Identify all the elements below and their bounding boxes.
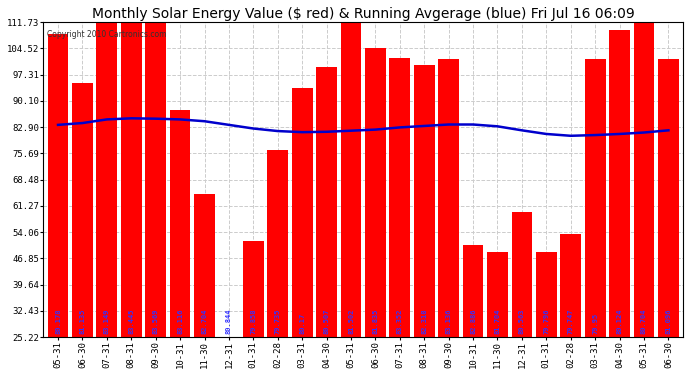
Text: 83.569: 83.569	[152, 309, 159, 334]
Text: 80.178: 80.178	[55, 309, 61, 334]
Text: 81.096: 81.096	[665, 309, 671, 334]
Text: 79.95: 79.95	[592, 313, 598, 334]
Bar	[243, 242, 264, 337]
Text: 80.124: 80.124	[617, 309, 622, 334]
Bar	[72, 83, 92, 337]
Bar	[463, 245, 484, 337]
Bar	[658, 59, 679, 337]
Text: 80.507: 80.507	[324, 309, 330, 334]
Text: 82.318: 82.318	[422, 309, 427, 334]
Text: 83.136: 83.136	[446, 309, 452, 334]
Bar	[585, 59, 606, 337]
Bar	[292, 88, 313, 337]
Text: 81.835: 81.835	[373, 309, 378, 334]
Bar	[536, 252, 557, 337]
Bar	[97, 22, 117, 337]
Bar	[438, 59, 459, 337]
Bar	[365, 48, 386, 337]
Bar	[146, 22, 166, 337]
Bar	[389, 57, 411, 337]
Text: 79.796: 79.796	[543, 309, 549, 334]
Bar	[194, 194, 215, 337]
Bar	[633, 22, 654, 337]
Text: 82.886: 82.886	[470, 309, 476, 334]
Bar	[121, 22, 141, 337]
Title: Monthly Solar Energy Value ($ red) & Running Avgerage (blue) Fri Jul 16 06:09: Monthly Solar Energy Value ($ red) & Run…	[92, 7, 635, 21]
Bar	[268, 150, 288, 337]
Text: 81.135: 81.135	[79, 309, 86, 334]
Bar	[170, 110, 190, 337]
Bar	[609, 30, 630, 337]
Text: 83.352: 83.352	[397, 309, 403, 334]
Bar	[511, 212, 532, 337]
Text: 80.563: 80.563	[519, 309, 525, 334]
Text: 80.704: 80.704	[641, 309, 647, 334]
Text: 79.735: 79.735	[275, 309, 281, 334]
Bar	[48, 34, 68, 337]
Bar	[560, 234, 581, 337]
Text: Copyright 2010 Cartronics.com: Copyright 2010 Cartronics.com	[46, 30, 166, 39]
Text: 81.502: 81.502	[348, 309, 354, 334]
Text: 80.844: 80.844	[226, 309, 232, 334]
Text: 81.704: 81.704	[495, 309, 500, 334]
Bar	[414, 65, 435, 337]
Text: 83.445: 83.445	[128, 309, 135, 334]
Text: 80.17: 80.17	[299, 313, 305, 334]
Text: 79.858: 79.858	[250, 309, 257, 334]
Bar	[341, 22, 362, 337]
Text: 79.747: 79.747	[568, 309, 574, 334]
Bar	[487, 252, 508, 337]
Text: 83.116: 83.116	[177, 309, 183, 334]
Text: 82.704: 82.704	[201, 309, 208, 334]
Bar	[316, 67, 337, 337]
Text: 83.149: 83.149	[104, 309, 110, 334]
